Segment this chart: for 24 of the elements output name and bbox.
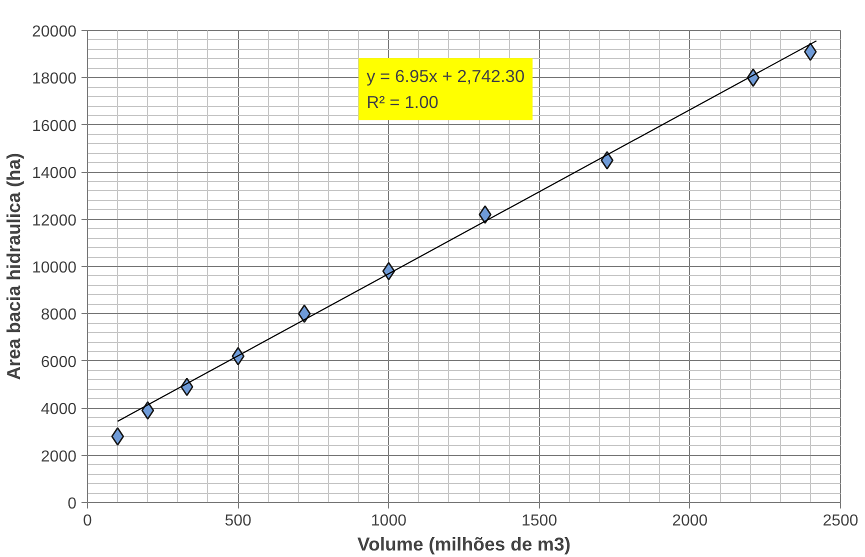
y-tick-label: 12000 — [32, 212, 77, 230]
y-tick-label: 0 — [68, 496, 77, 512]
point — [141, 401, 154, 420]
x-tick-label: 0 — [83, 512, 92, 530]
point — [804, 42, 817, 61]
x-tick-label: 500 — [224, 512, 252, 530]
y-tick-label: 16000 — [32, 118, 77, 135]
point — [298, 304, 311, 323]
annotation: y = 6.95x + 2,742.30 R² = 1.00 — [366, 66, 525, 112]
y-axis-title: Area bacia hidraulica (ha) — [3, 152, 24, 380]
x-tick-label: 1500 — [522, 512, 558, 530]
y-tick-label: 8000 — [40, 306, 77, 324]
y-tick-label: 14000 — [32, 165, 77, 182]
y-tick-label: 4000 — [40, 401, 77, 418]
y-tick-label: 6000 — [40, 354, 77, 371]
x-tick-label: 1000 — [370, 512, 407, 530]
x-tick-label: 2000 — [672, 512, 708, 530]
y-tick-label: 10000 — [32, 260, 77, 276]
y-tick-label: 20000 — [32, 24, 77, 40]
x-axis-title: Volume (milhões de m3) — [357, 534, 571, 554]
point — [111, 427, 124, 446]
y-tick-label: 2000 — [40, 448, 77, 466]
x-tick-label: 2500 — [822, 512, 858, 530]
y-tick-label: 18000 — [32, 70, 77, 88]
